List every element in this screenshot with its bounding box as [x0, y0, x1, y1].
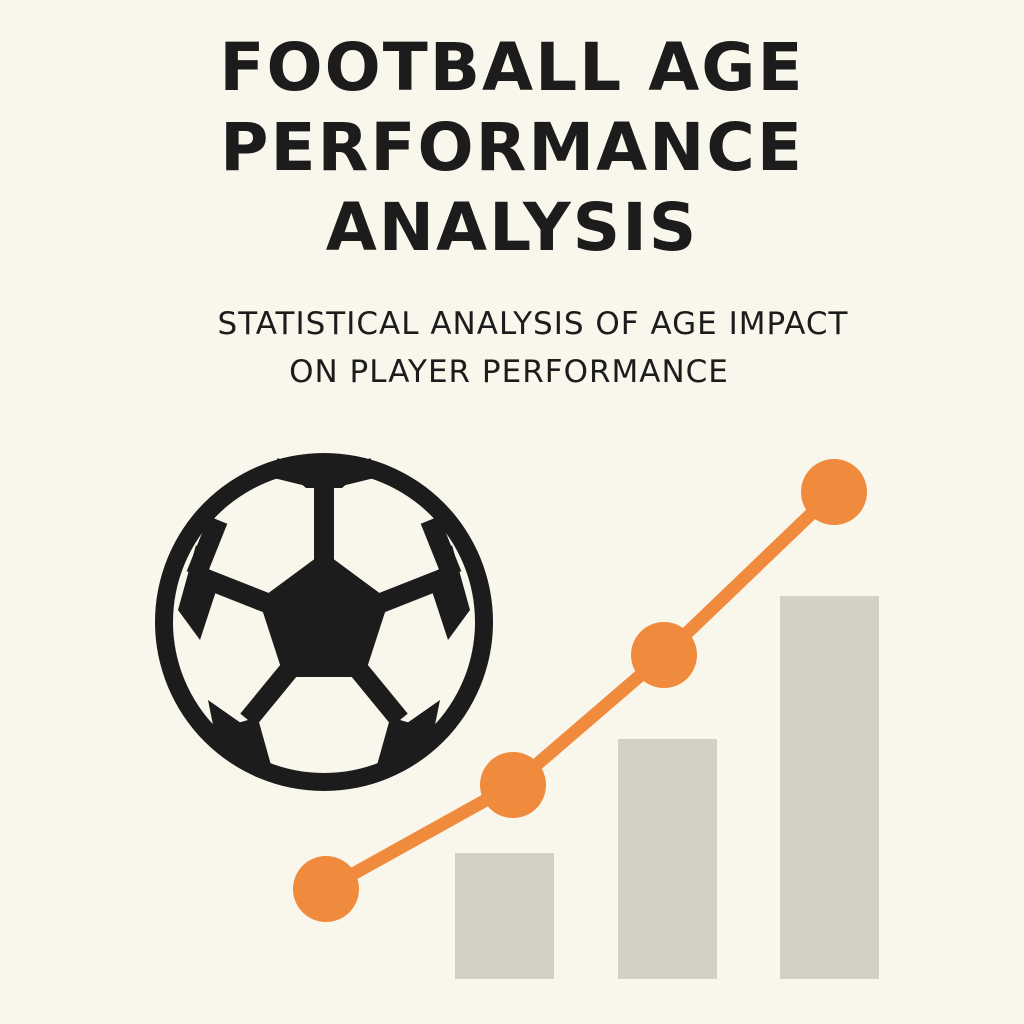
title-line-1: FOOTBALL AGE: [219, 29, 805, 106]
trend-line: [319, 485, 841, 896]
trend-points: [293, 459, 867, 922]
ball-patches: [178, 470, 470, 775]
page-subtitle: STATISTICAL ANALYSIS OF AGE IMPACT ON PL…: [0, 300, 1024, 396]
title-line-3: ANALYSIS: [325, 189, 699, 266]
trend-point: [480, 752, 546, 818]
trend-point: [801, 459, 867, 525]
trend-point: [631, 622, 697, 688]
title-line-2: PERFORMANCE: [220, 109, 804, 186]
chart-bars: [455, 596, 879, 979]
subtitle-line-2: ON PLAYER PERFORMANCE: [289, 354, 729, 390]
subtitle-line-1: STATISTICAL ANALYSIS OF AGE IMPACT: [217, 306, 849, 342]
trend-point: [293, 856, 359, 922]
page-title: FOOTBALL AGE PERFORMANCE ANALYSIS: [0, 28, 1024, 268]
chart-bar: [455, 853, 554, 979]
ball-pentagon: [259, 552, 389, 677]
soccer-ball-icon: [155, 453, 493, 791]
bar-line-chart-icon: [293, 459, 879, 979]
chart-bar: [618, 739, 717, 979]
chart-bar: [780, 596, 879, 979]
